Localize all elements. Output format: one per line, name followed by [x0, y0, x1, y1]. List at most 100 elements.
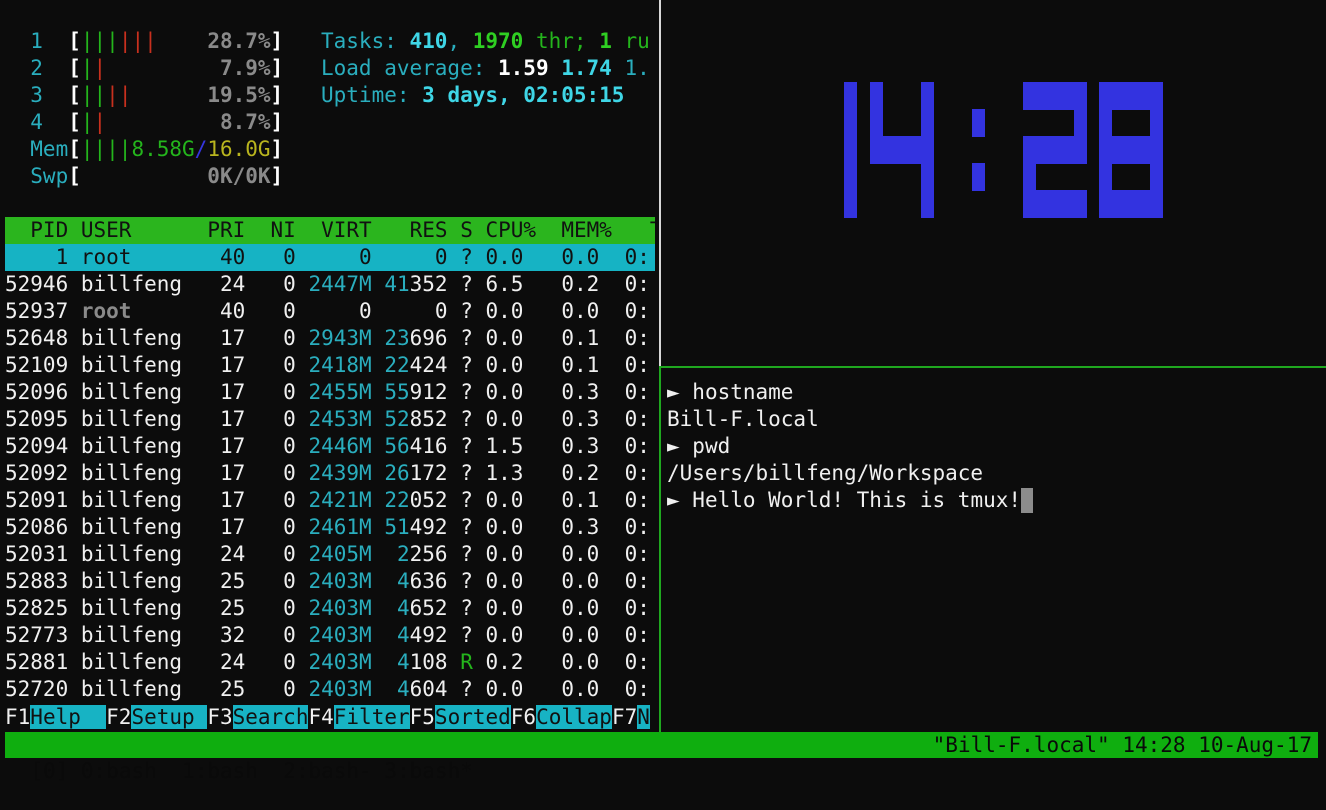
pane-divider-horizontal[interactable]	[661, 366, 1326, 368]
function-key[interactable]: F6	[510, 705, 537, 729]
column-header[interactable]: S	[447, 218, 473, 242]
clock-digit-block	[1099, 190, 1113, 218]
column-header[interactable]: USER	[80, 218, 195, 242]
clock-digit-block	[1073, 136, 1087, 164]
table-row[interactable]: 52091 billfeng 17 0 2421M 22052 ? 0.0 0.…	[5, 487, 650, 514]
nice: 0	[245, 488, 296, 512]
htop-pane[interactable]: 1 [|||||| 28.7%] 2 [|| 7.9%] 3 [|||| 19.…	[5, 0, 655, 731]
user: billfeng	[80, 542, 195, 566]
state: ?	[447, 245, 473, 269]
user: billfeng	[80, 434, 195, 458]
window-tab[interactable]: 1:bash	[182, 759, 258, 783]
table-row[interactable]: 52648 billfeng 17 0 2943M 23696 ? 0.0 0.…	[5, 325, 650, 352]
table-row[interactable]: 52773 billfeng 32 0 2403M 4492 ? 0.0 0.0…	[5, 622, 650, 649]
table-row[interactable]: 52096 billfeng 17 0 2455M 55912 ? 0.0 0.…	[5, 379, 650, 406]
nice: 0	[245, 542, 296, 566]
state: ?	[447, 461, 473, 485]
cpu-percent: 0.0	[472, 326, 524, 350]
user: billfeng	[80, 515, 195, 539]
mem-percent: 0.3	[523, 515, 600, 539]
column-header[interactable]: CPU%	[472, 218, 537, 242]
column-header[interactable]: RES	[371, 218, 448, 242]
tasks-sep: ,	[447, 29, 473, 53]
table-row[interactable]: 52086 billfeng 17 0 2461M 51492 ? 0.0 0.…	[5, 514, 650, 541]
clock-digit-block	[1111, 82, 1125, 110]
table-row[interactable]: 52092 billfeng 17 0 2439M 26172 ? 1.3 0.…	[5, 460, 650, 487]
table-row[interactable]: 52109 billfeng 17 0 2418M 22424 ? 0.0 0.…	[5, 352, 650, 379]
column-header[interactable]: VIRT	[295, 218, 372, 242]
bracket: ]	[270, 29, 284, 53]
pane-divider-active[interactable]	[659, 366, 661, 732]
column-header[interactable]	[68, 218, 81, 242]
res-thousands: 4	[371, 569, 410, 593]
table-row[interactable]: 52720 billfeng 25 0 2403M 4604 ? 0.0 0.0…	[5, 676, 650, 703]
column-header[interactable]: PRI	[194, 218, 246, 242]
user: billfeng	[80, 650, 195, 674]
function-key-label[interactable]: Collap	[536, 705, 612, 729]
function-key[interactable]: F1	[5, 705, 31, 729]
mem-percent: 0.1	[523, 353, 600, 377]
priority: 24	[194, 272, 246, 296]
clock-digit-block	[1099, 82, 1113, 110]
time: 0:	[599, 461, 650, 485]
table-row[interactable]: 52825 billfeng 25 0 2403M 4652 ? 0.0 0.0…	[5, 595, 650, 622]
pane-divider[interactable]	[659, 0, 661, 366]
clock-digit-block	[869, 136, 883, 164]
window-tab[interactable]: 0:bash	[80, 759, 157, 783]
window-tab-current[interactable]: 3:bash*	[384, 759, 473, 783]
cpu-percent: 0.0	[472, 299, 524, 323]
column-header[interactable]: T	[612, 218, 655, 242]
table-row[interactable]: 52881 billfeng 24 0 2403M 4108 R 0.2 0.0…	[5, 649, 650, 676]
state: ?	[447, 488, 473, 512]
clock-digit-block	[1150, 82, 1164, 110]
column-header[interactable]: MEM%	[536, 218, 612, 242]
function-key[interactable]: F7	[611, 705, 638, 729]
pid: 52881	[5, 650, 69, 674]
user: billfeng	[80, 488, 195, 512]
virt: 2403M	[295, 650, 372, 674]
res-thousands: 22	[371, 353, 410, 377]
clock-digit-block	[1150, 163, 1164, 191]
column-header[interactable]: PID	[5, 218, 69, 242]
function-key-label[interactable]: Setup	[131, 705, 208, 729]
res-thousands: 23	[371, 326, 410, 350]
virt: 0	[295, 299, 372, 323]
table-row[interactable]: 52883 billfeng 25 0 2403M 4636 ? 0.0 0.0…	[5, 568, 650, 595]
clock-digit-block	[1111, 190, 1125, 218]
table-row[interactable]: 52094 billfeng 17 0 2446M 56416 ? 1.5 0.…	[5, 433, 650, 460]
window-tab[interactable]: 2:bash-	[283, 759, 372, 783]
clock-digit-block	[869, 109, 883, 137]
mem-percent: 0.2	[523, 461, 600, 485]
time: 0:	[599, 569, 650, 593]
table-row[interactable]: 1 root 40 0 0 0 ? 0.0 0.0 0:	[5, 244, 655, 271]
res: 352	[409, 272, 448, 296]
function-key[interactable]: F4	[308, 705, 334, 729]
function-key-label[interactable]: Help	[30, 705, 107, 729]
function-key[interactable]: F2	[106, 705, 132, 729]
table-row[interactable]: 52946 billfeng 24 0 2447M 41352 ? 6.5 0.…	[5, 271, 650, 298]
sep	[68, 542, 81, 566]
clock-digit-block	[1150, 136, 1164, 164]
column-header[interactable]: NI	[245, 218, 296, 242]
nice: 0	[245, 326, 296, 350]
function-key-label[interactable]: Sorted	[434, 705, 511, 729]
cpu-bar-system: |	[93, 110, 107, 134]
function-key-label[interactable]: Search	[232, 705, 309, 729]
clock-digit-block	[869, 82, 883, 110]
table-row[interactable]: 52031 billfeng 24 0 2405M 2256 ? 0.0 0.0…	[5, 541, 650, 568]
load-15: 1.	[624, 56, 650, 80]
pid: 52883	[5, 569, 69, 593]
cpu-bar-system: ||	[106, 83, 132, 107]
user: billfeng	[80, 353, 195, 377]
time: 0:	[599, 272, 650, 296]
res: 636	[409, 569, 448, 593]
function-key-label[interactable]: N	[637, 705, 650, 729]
table-row[interactable]: 52937 root 40 0 0 0 ? 0.0 0.0 0:	[5, 298, 650, 325]
res: 052	[409, 488, 448, 512]
function-key[interactable]: F3	[207, 705, 233, 729]
function-key-label[interactable]: Filter	[333, 705, 410, 729]
table-row[interactable]: 52095 billfeng 17 0 2453M 52852 ? 0.0 0.…	[5, 406, 650, 433]
virt: 2421M	[295, 488, 372, 512]
pid: 52091	[5, 488, 69, 512]
function-key[interactable]: F5	[409, 705, 435, 729]
